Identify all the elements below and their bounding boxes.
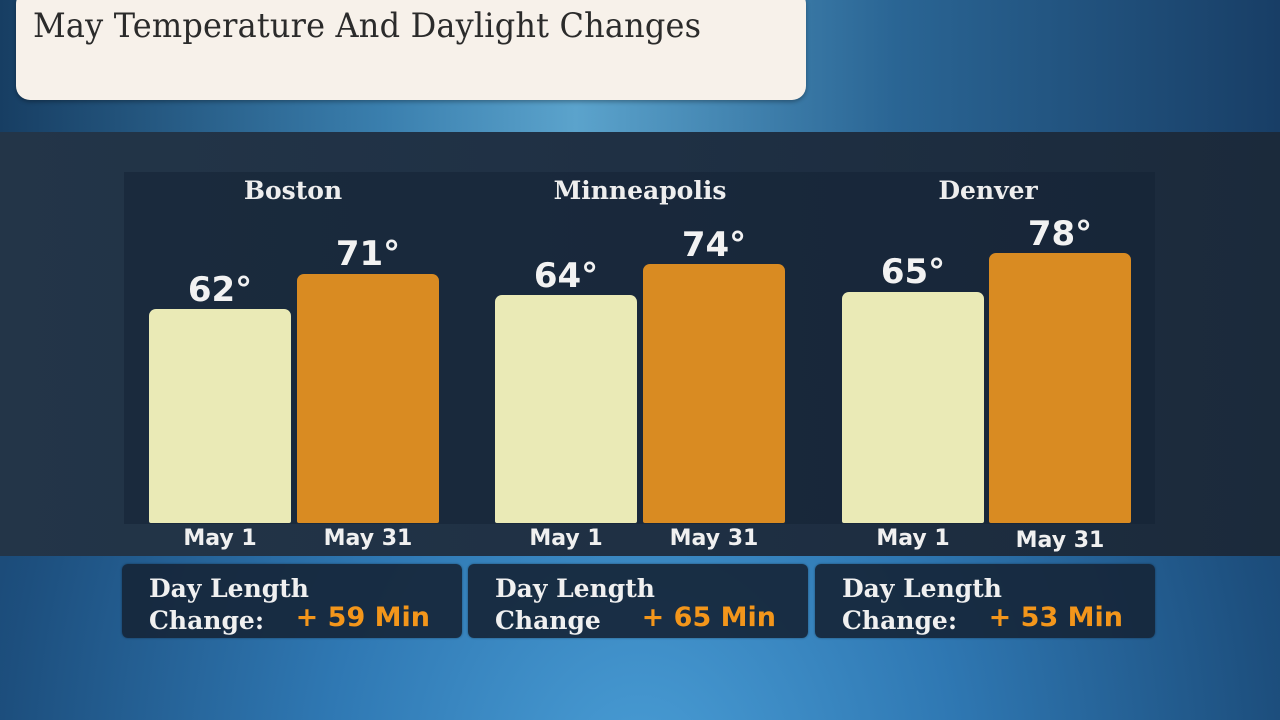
day-length-label: Day Length Change [495, 574, 655, 635]
day-length-box: Day Length Change: + 53 Min [815, 564, 1155, 638]
bar-may31 [643, 264, 785, 523]
bar-may31 [989, 253, 1131, 523]
city-name: Denver [938, 176, 1038, 205]
x-label-may1: May 1 [876, 526, 950, 551]
day-length-change: + 65 Min [641, 602, 776, 633]
day-length-label: Day Length Change: [149, 574, 309, 635]
bar-may31 [297, 274, 439, 523]
x-label-may1: May 1 [529, 526, 603, 551]
temp-may1: 64° [533, 256, 599, 296]
x-label-may31: May 31 [323, 526, 413, 551]
city-name: Boston [243, 176, 343, 205]
bar-may1 [842, 292, 984, 523]
temp-may1: 62° [187, 270, 253, 310]
temp-may31: 78° [1027, 214, 1093, 254]
day-length-change: + 59 Min [295, 602, 430, 633]
x-label-may1: May 1 [183, 526, 257, 551]
temp-may31: 71° [335, 234, 401, 274]
city-name: Minneapolis [553, 176, 727, 205]
temp-may1: 65° [880, 252, 946, 292]
bar-may1 [149, 309, 291, 523]
x-label-may31: May 31 [669, 526, 759, 551]
day-length-label: Day Length Change: [842, 574, 1002, 635]
bar-may1 [495, 295, 637, 523]
day-length-change: + 53 Min [988, 602, 1123, 633]
day-length-box: Day Length Change + 65 Min [468, 564, 808, 638]
day-length-box: Day Length Change: + 59 Min [122, 564, 462, 638]
x-label-may31: May 31 [1015, 528, 1105, 553]
temp-may31: 74° [681, 225, 747, 265]
title-card: May Temperature And Daylight Changes [16, 0, 806, 100]
chart-title: May Temperature And Daylight Changes [33, 6, 702, 46]
